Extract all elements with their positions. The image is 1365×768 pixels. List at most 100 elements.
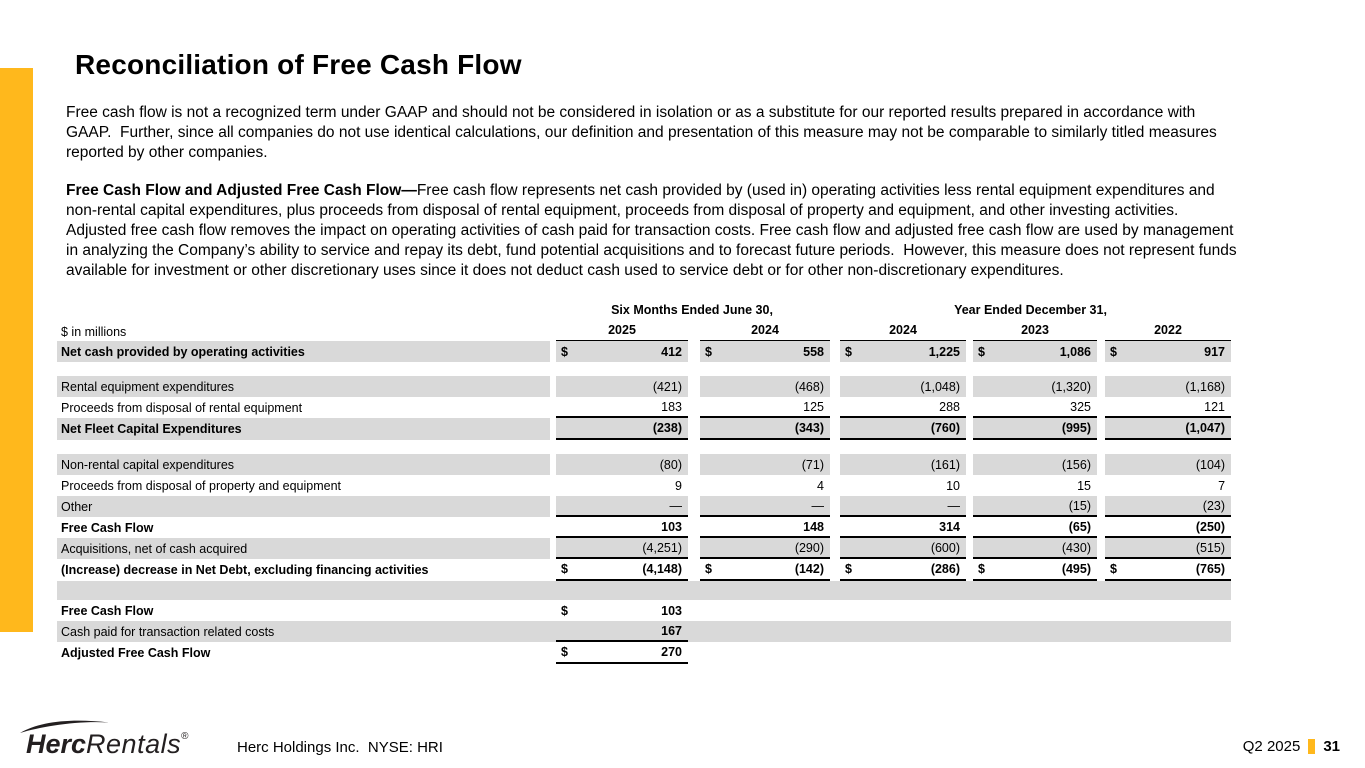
footer-company-ticker: Herc Holdings Inc. NYSE: HRI — [237, 739, 443, 756]
cell-value: (71) — [801, 457, 824, 472]
period-label: Q2 2025 — [1242, 738, 1301, 755]
definition-lead: Free Cash Flow and Adjusted Free Cash Fl… — [66, 181, 417, 199]
table-row: Free Cash Flow 103 148 314 (65) (250) — [57, 517, 1232, 538]
cell-value: 125 — [803, 399, 824, 414]
table-row: Cash paid for transaction related costs … — [57, 621, 1232, 642]
cell-value: (1,048) — [920, 379, 960, 394]
cell-value: (468) — [794, 379, 824, 394]
cell-value: 183 — [661, 399, 682, 414]
cell-value: (250) — [1195, 519, 1226, 534]
cell-value: 10 — [946, 478, 960, 493]
units-label: $ in millions — [61, 325, 127, 339]
cell-value: (1,168) — [1185, 379, 1226, 394]
currency-symbol: $ — [978, 562, 985, 576]
row-label: Non-rental capital expenditures — [61, 457, 235, 472]
spacer-row — [57, 440, 1231, 454]
cell-value: (343) — [794, 421, 824, 435]
table-row: Rental equipment expenditures (421) (468… — [57, 376, 1232, 397]
currency-symbol: $ — [845, 562, 852, 576]
currency-symbol: $ — [705, 562, 712, 576]
cell-value: 15 — [1077, 478, 1091, 493]
cell-value: (600) — [930, 540, 960, 555]
row-label: Acquisitions, net of cash acquired — [61, 541, 248, 556]
year-header: 2022 — [1154, 322, 1182, 337]
cell-value: (760) — [930, 421, 960, 435]
table-column-groups: Six Months Ended June 30, Year Ended Dec… — [57, 300, 1231, 319]
year-header: 2024 — [889, 322, 917, 337]
cell-value: (421) — [652, 379, 682, 394]
cell-value: 917 — [1204, 344, 1226, 359]
spacer-row — [57, 362, 1231, 376]
row-label: Free Cash Flow — [61, 520, 154, 535]
table-row: (Increase) decrease in Net Debt, excludi… — [57, 559, 1232, 581]
currency-symbol: $ — [705, 344, 712, 359]
cell-value: (4,251) — [642, 540, 682, 555]
reconciliation-table: Six Months Ended June 30, Year Ended Dec… — [57, 300, 1232, 664]
table-row: Free Cash Flow $103 — [57, 600, 1231, 621]
cell-value: (1,320) — [1051, 379, 1091, 394]
cell-value: (161) — [930, 457, 960, 472]
row-label: Proceeds from disposal of property and e… — [61, 478, 342, 493]
cell-value: 9 — [675, 478, 682, 493]
spacer-row — [57, 581, 1232, 600]
left-accent-bar — [0, 68, 33, 632]
herc-rentals-logo: HercRentals® — [20, 720, 188, 760]
cell-value: (23) — [1202, 498, 1226, 513]
group-header-six-months: Six Months Ended June 30, — [611, 302, 773, 317]
year-header: 2025 — [608, 322, 636, 337]
page-number: 31 — [1323, 738, 1340, 755]
currency-symbol: $ — [561, 645, 568, 659]
page-title: Reconciliation of Free Cash Flow — [75, 48, 522, 80]
cell-value: (290) — [794, 540, 824, 555]
footer-right-group: Q2 2025 31 — [1243, 738, 1340, 755]
cell-value: 148 — [803, 519, 824, 534]
currency-symbol: $ — [561, 344, 568, 359]
cell-value: (156) — [1061, 457, 1091, 472]
table-row: Non-rental capital expenditures (80) (71… — [57, 454, 1232, 475]
year-header: 2024 — [751, 322, 779, 337]
currency-symbol: $ — [845, 344, 852, 359]
cell-value: (80) — [659, 457, 682, 472]
row-label: Net cash provided by operating activitie… — [61, 344, 305, 359]
registered-mark: ® — [181, 731, 189, 742]
cell-value: (15) — [1068, 498, 1091, 513]
cell-value: (4,148) — [642, 562, 682, 576]
cell-value: 1,086 — [1059, 344, 1091, 359]
row-label: Proceeds from disposal of rental equipme… — [61, 400, 303, 415]
row-label: Free Cash Flow — [61, 603, 154, 618]
logo-wordmark: HercRentals® — [26, 720, 188, 760]
currency-symbol: $ — [561, 603, 568, 618]
cell-value: (1,047) — [1185, 421, 1226, 435]
row-label: Adjusted Free Cash Flow — [61, 646, 211, 660]
cell-value: 1,225 — [928, 344, 960, 359]
table-row: Adjusted Free Cash Flow $270 — [57, 642, 1231, 664]
cell-value: 270 — [661, 645, 682, 659]
cell-value: (286) — [930, 562, 960, 576]
cell-value: 103 — [661, 519, 682, 534]
cell-value: — — [811, 498, 825, 513]
row-label: Cash paid for transaction related costs — [61, 624, 275, 639]
table-row: Net Fleet Capital Expenditures (238) (34… — [57, 418, 1232, 440]
cell-value: — — [669, 498, 683, 513]
cell-value: (495) — [1061, 562, 1091, 576]
page-number-accent-tick — [1308, 739, 1316, 754]
row-label: Other — [61, 499, 93, 514]
table-row: Acquisitions, net of cash acquired (4,25… — [57, 538, 1232, 559]
table-row: Proceeds from disposal of property and e… — [57, 475, 1231, 496]
cell-value: 7 — [1218, 478, 1226, 493]
cell-value: 4 — [817, 478, 824, 493]
cell-value: 325 — [1070, 399, 1091, 414]
row-label: Rental equipment expenditures — [61, 379, 235, 394]
cell-value: 121 — [1204, 399, 1226, 414]
table-year-headers: $ in millions 2025 2024 2024 2023 2022 — [57, 319, 1232, 341]
cell-value: 558 — [803, 344, 824, 359]
cell-value: — — [947, 498, 961, 513]
cell-value: (765) — [1195, 562, 1226, 576]
group-header-year-ended: Year Ended December 31, — [954, 302, 1107, 317]
row-label: (Increase) decrease in Net Debt, excludi… — [61, 563, 429, 577]
cell-value: (104) — [1195, 457, 1226, 472]
definition-paragraph: Free Cash Flow and Adjusted Free Cash Fl… — [66, 181, 1242, 281]
cell-value: (430) — [1061, 540, 1091, 555]
table-row: Proceeds from disposal of rental equipme… — [57, 397, 1232, 418]
table-row: Net cash provided by operating activitie… — [57, 341, 1232, 362]
